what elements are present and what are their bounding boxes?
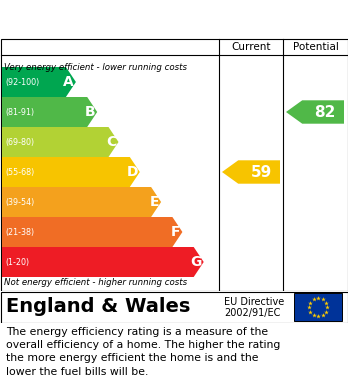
Polygon shape [2, 157, 140, 187]
Polygon shape [222, 160, 280, 184]
Polygon shape [2, 187, 161, 217]
Text: Very energy efficient - lower running costs: Very energy efficient - lower running co… [4, 63, 187, 72]
Text: (81-91): (81-91) [5, 108, 34, 117]
Text: G: G [190, 255, 202, 269]
Text: Current: Current [231, 41, 271, 52]
Text: B: B [85, 105, 95, 119]
Text: E: E [150, 195, 159, 209]
Text: (21-38): (21-38) [5, 228, 34, 237]
Text: (55-68): (55-68) [5, 167, 34, 176]
Text: C: C [106, 135, 117, 149]
Text: EU Directive: EU Directive [224, 297, 284, 307]
Polygon shape [2, 247, 204, 277]
Text: Energy Efficiency Rating: Energy Efficiency Rating [7, 10, 254, 28]
Polygon shape [2, 67, 76, 97]
Text: 59: 59 [251, 165, 272, 179]
Text: Not energy efficient - higher running costs: Not energy efficient - higher running co… [4, 278, 187, 287]
Bar [294, 293, 342, 321]
Text: 2002/91/EC: 2002/91/EC [224, 308, 280, 318]
Polygon shape [2, 217, 182, 247]
Text: (69-80): (69-80) [5, 138, 34, 147]
Text: The energy efficiency rating is a measure of the
overall efficiency of a home. T: The energy efficiency rating is a measur… [6, 327, 280, 377]
Text: England & Wales: England & Wales [6, 298, 190, 316]
Text: F: F [171, 225, 180, 239]
Polygon shape [2, 97, 97, 127]
Text: D: D [126, 165, 138, 179]
Polygon shape [286, 100, 344, 124]
Polygon shape [2, 127, 119, 157]
Text: (39-54): (39-54) [5, 197, 34, 206]
Text: (92-100): (92-100) [5, 77, 39, 86]
Text: A: A [63, 75, 74, 89]
Text: (1-20): (1-20) [5, 258, 29, 267]
Text: Potential: Potential [293, 41, 339, 52]
Text: 82: 82 [315, 104, 336, 120]
